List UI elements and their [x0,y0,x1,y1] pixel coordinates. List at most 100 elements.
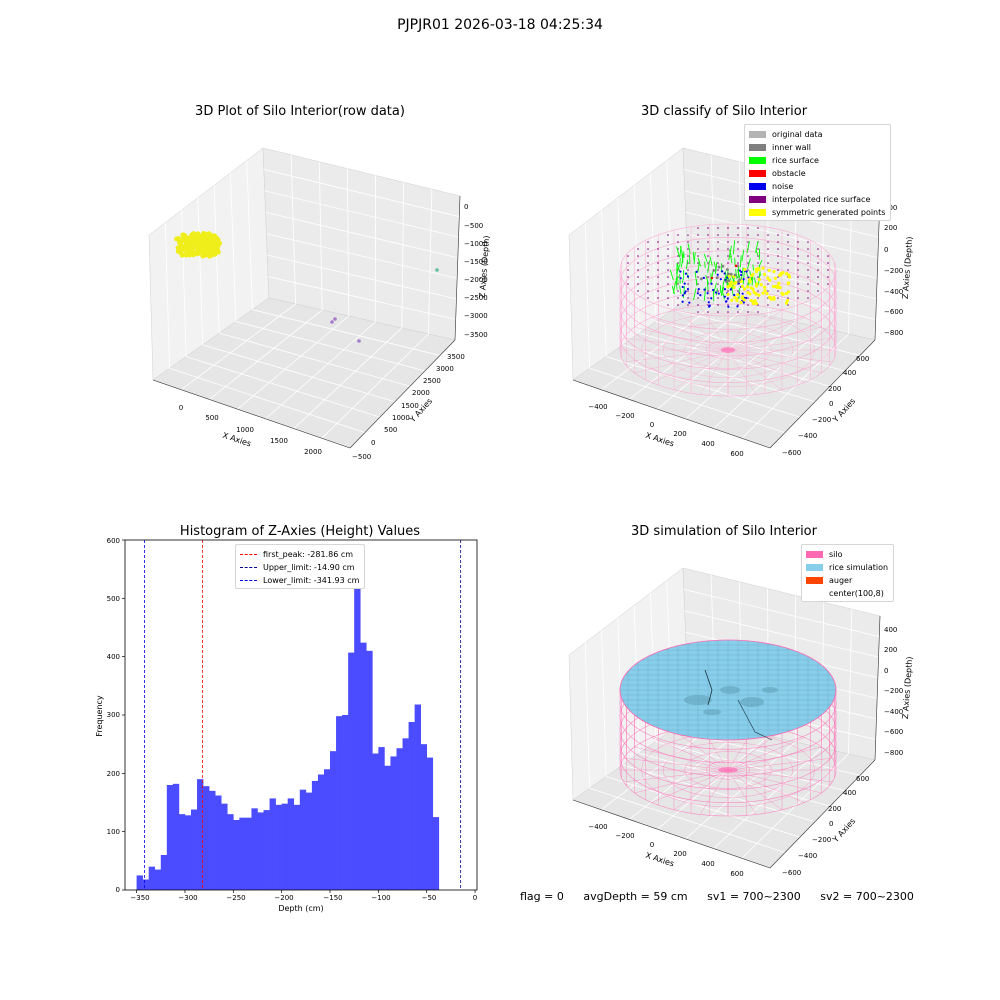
rice-surface-point [705,274,709,284]
rice-surface-relief [740,697,764,707]
silo-floor-spoke [727,769,805,803]
grid-line [347,168,350,317]
interpolated-point [777,255,779,257]
noise-point [696,292,699,295]
interpolated-point [767,248,769,250]
interpolated-point [747,262,749,264]
symmetric-point [748,280,752,284]
p4-zlabel: Z Axies (Depth) [901,656,914,719]
inner-wall-point [721,264,725,268]
interpolated-point [717,227,719,229]
interpolated-point [747,255,749,257]
rice-surface-point [713,282,717,294]
silo-floor-spoke [727,349,822,374]
interpolated-point [707,290,709,292]
raw-point-yellow [211,234,217,240]
raw-point-purple [330,320,334,324]
interpolated-point [677,262,679,264]
interpolated-point [787,262,789,264]
interpolated-point [637,276,639,278]
interpolated-point [757,262,759,264]
interpolated-point [717,290,719,292]
interpolated-point [717,262,719,264]
grid-line [219,332,411,387]
rice-surface-point [710,269,714,284]
hist-ylabel: Frequency [95,695,104,737]
symmetric-point [741,295,745,299]
histogram-bar [203,786,210,890]
interpolated-point [687,297,689,299]
interpolated-point [647,248,649,250]
noise-point [710,282,713,285]
histogram-bar [233,820,240,890]
noise-point [688,301,691,304]
symmetric-point [745,285,750,289]
hist-xtick: −200 [274,894,293,902]
interpolated-point [647,297,649,299]
rice-surface-point [742,271,745,285]
panel-title-simulation: 3D simulation of Silo Interior [631,524,817,539]
grid-line [713,327,823,429]
grid-line [622,344,816,403]
interpolated-point [637,255,639,257]
interpolated-point [687,304,689,306]
interpolated-point [827,269,829,271]
interpolated-point [817,255,819,257]
inner-wall-point [699,277,703,281]
inner-wall-point [715,276,719,280]
silo-floor-spoke [634,326,729,351]
interpolated-point [787,255,789,257]
interpolated-point [697,276,699,278]
interpolated-point [667,234,669,236]
rice-surface-point [714,262,718,275]
interpolated-point [657,248,659,250]
interpolated-point [707,227,709,229]
histogram-bar [390,756,397,890]
silo-floor-spoke [651,317,729,351]
p2-ztick: −600 [884,308,903,316]
interpolated-point [807,255,809,257]
grid-line [246,160,253,310]
interpolated-point [817,283,819,285]
rice-surface-relief [720,686,740,694]
rice-surface-point [687,243,691,254]
histogram-bar [323,769,331,890]
inner-wall-point [725,280,728,283]
rice-surface-point [683,251,685,258]
interpolated-point [757,311,759,313]
interpolated-point [747,297,749,299]
noise-point [710,297,713,300]
p1-ztick: −1000 [464,240,488,248]
raw-point-yellow [198,245,204,251]
auger-mark [718,767,738,773]
legend-item-center: center(100,8) [806,587,888,600]
silo-floor-spoke [727,309,783,351]
rice-surface-point [730,286,734,296]
symmetric-point [757,277,761,282]
legend-item-auger: auger [806,574,888,587]
silo-floor-spoke [727,305,757,351]
histogram-bar [311,780,319,890]
symmetric-point [777,281,781,285]
noise-point [702,276,705,279]
obstacle-point [734,264,738,268]
interpolated-point [667,241,669,243]
raw-point-yellow [209,238,215,244]
legend-item-upper-limit: Upper_limit: -14.90 cm [240,561,359,574]
interpolated-point [737,262,739,264]
rice-surface-point [755,241,759,253]
grid-line [666,160,673,310]
grid-line [213,185,220,334]
noise-point [683,292,686,295]
hist-xlabel: Depth (cm) [278,904,323,913]
silo-floor-spoke [727,349,805,383]
rice-surface-point [676,246,680,258]
p1-ytick: 1500 [401,402,419,410]
legend-item-silo: silo [806,548,888,561]
z-axis-line [874,615,881,761]
interpolated-point [657,269,659,271]
interpolated-point [717,255,719,257]
symmetric-point [781,292,785,296]
noise-point [706,292,709,295]
interpolated-point [767,255,769,257]
